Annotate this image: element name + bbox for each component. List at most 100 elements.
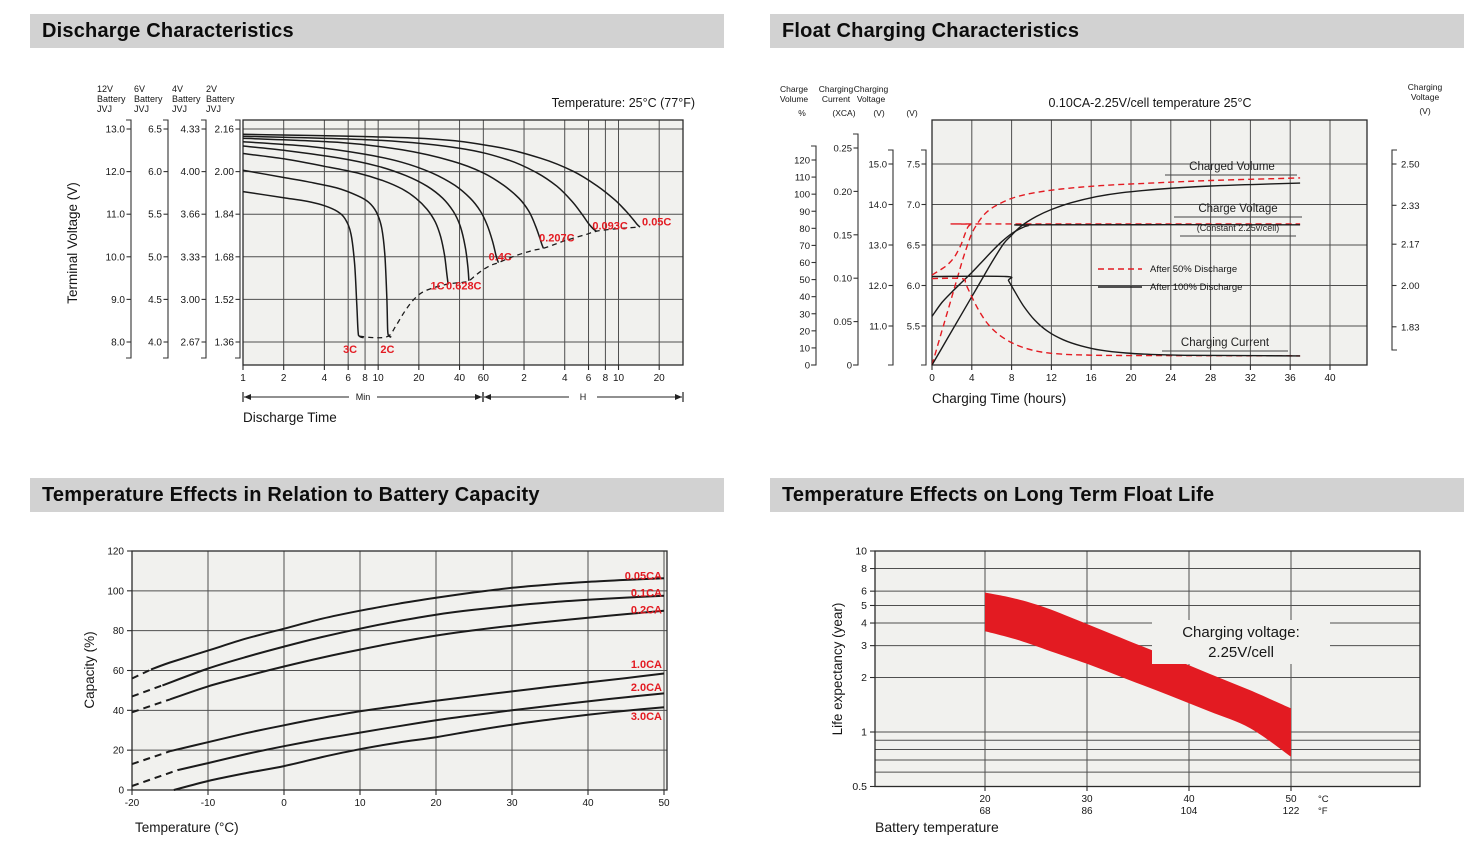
y-tick-label: 100 [794,190,810,201]
rate-label-3C: 3C [343,344,357,356]
scale-bracket [811,145,817,366]
y-tick-label: 3.33 [181,252,201,263]
y-tick-label: 0.15 [834,230,853,241]
y-tick-label: 12.0 [106,167,126,178]
y-tick-label: 7.5 [907,160,920,171]
x-tick-label: 60 [478,373,490,384]
x-tick-label: 8 [1009,373,1015,384]
y-tick-label: 4 [861,618,867,630]
curve-2.0CA-dashed [131,769,178,787]
x-tick-label-celsius: 40 [1183,794,1195,805]
curve-0.207C [242,137,545,249]
y-tick-label: 120 [794,156,810,167]
rate-label-0.4C: 0.4C [489,251,512,263]
grid [243,120,683,365]
curve-0.05CA-dashed [131,668,152,680]
scale-unit: (V) [1419,106,1431,116]
y-tick-label: 0.25 [834,144,853,155]
y-tick-label: 6.0 [907,281,920,292]
y-tick-label: 120 [107,546,124,557]
scale-bracket [126,119,132,359]
temperature-capacity-chart: 0.05CA 0.1CA 0.2CA 1.0CA 2.0CA 3.0CA 0 20 40 60 80… [82,546,670,835]
y-tick-label: 7.0 [907,200,920,211]
legend-label: After 100% Discharge [1150,282,1242,293]
float-life-chart: Charging voltage:2.25V/cell1086543210.52… [830,546,1421,835]
y-tick-label: 0 [805,361,810,372]
scale-header: Battery [134,94,163,104]
rate-label-0.2CA: 0.2CA [631,604,662,616]
x-tick-label: 2 [281,373,287,384]
y-axis-title: Life expectancy (year) [830,603,845,736]
endpoint-envelope [359,226,641,339]
y-tick-label: 14.0 [869,200,888,211]
scale-header: Charging [819,84,854,94]
scale-unit: % [798,108,806,118]
scale-bracket [888,149,894,366]
life-expectancy-band [985,592,1291,757]
x-tick-label-celsius: 50 [1285,794,1297,805]
y-axis-title: Capacity (%) [82,631,97,708]
scale-header: Battery [172,94,201,104]
curve-0.2CA-dashed [131,698,171,714]
scale-header: 6V [134,84,145,94]
x-tick-label: -20 [125,798,140,809]
y-tick-label: 6.5 [148,125,162,136]
x-axis-title: Charging Time (hours) [932,391,1066,406]
rate-label-0.093C: 0.093C [592,220,628,232]
x-tick-label: 4 [322,373,328,384]
y-tick-label: 4.33 [181,125,201,136]
y-tick-label: 6.0 [148,167,162,178]
y-tick-label: 3.00 [181,295,201,306]
y-tick-label: 20 [799,326,810,337]
rate-label-2.0CA: 2.0CA [631,682,662,694]
y-tick-label: 40 [113,706,125,717]
grid [132,551,667,790]
y-tick-label: 11.0 [106,210,125,221]
y-tick-label: 1.68 [215,252,235,263]
y-tick-label: 0 [847,361,852,372]
x-tick-label: 28 [1205,373,1217,384]
y-tick-label: 9.0 [111,295,125,306]
x-axis-title: Battery temperature [875,819,999,835]
x-tick-label: 10 [373,373,385,384]
section-title-float-life: Temperature Effects on Long Term Float L… [770,478,1464,512]
curve-1C [242,152,449,285]
y-tick-label: 90 [799,207,810,218]
axis-unit-label: Min [356,392,371,402]
rate-label-2C: 2C [380,344,394,356]
x-tick-label: 32 [1245,373,1257,384]
y-tick-label: 60 [799,258,810,269]
rate-label-1.0CA: 1.0CA [631,659,662,671]
y-tick-label: 3.66 [181,210,201,221]
chart-condition-note: 0.10CA-2.25V/cell temperature 25°C [1048,96,1251,110]
legend-label: After 50% Discharge [1150,264,1237,275]
curve-0.05C [242,133,641,228]
scale-unit: (XCA) [832,108,855,118]
scale-bracket [201,119,207,359]
curve-1.0CA [169,672,665,753]
temperature-note: Temperature: 25°C (77°F) [552,96,695,110]
y-tick-label: 0.5 [852,781,867,793]
rate-label-0.1CA: 0.1CA [631,587,662,599]
y-tick-label: 2.00 [1401,281,1420,292]
curve-charging-current-after-50 [931,277,1301,357]
curve-annotation: (Constant 2.25v/cell) [1197,223,1280,233]
rate-label-3.0CA: 3.0CA [631,711,662,723]
y-tick-label: 1 [861,727,867,739]
scale-unit: (V) [873,108,885,118]
scale-bracket [853,133,859,366]
y-tick-label: 5.0 [148,252,162,263]
scale-header: Charging [854,84,889,94]
scale-header: JVJ [172,104,187,114]
x-tick-label: 8 [603,373,609,384]
y-tick-label: 100 [107,586,124,597]
y-tick-label: 6 [861,586,867,598]
x-tick-label: 20 [430,798,442,809]
section-title-temp-capacity: Temperature Effects in Relation to Batte… [30,478,724,512]
section-title-discharge: Discharge Characteristics [30,14,724,48]
y-tick-label: 2.33 [1401,201,1420,212]
x-tick-label: -10 [201,798,216,809]
y-tick-label: 2.50 [1401,160,1420,171]
x-tick-label: 40 [582,798,594,809]
